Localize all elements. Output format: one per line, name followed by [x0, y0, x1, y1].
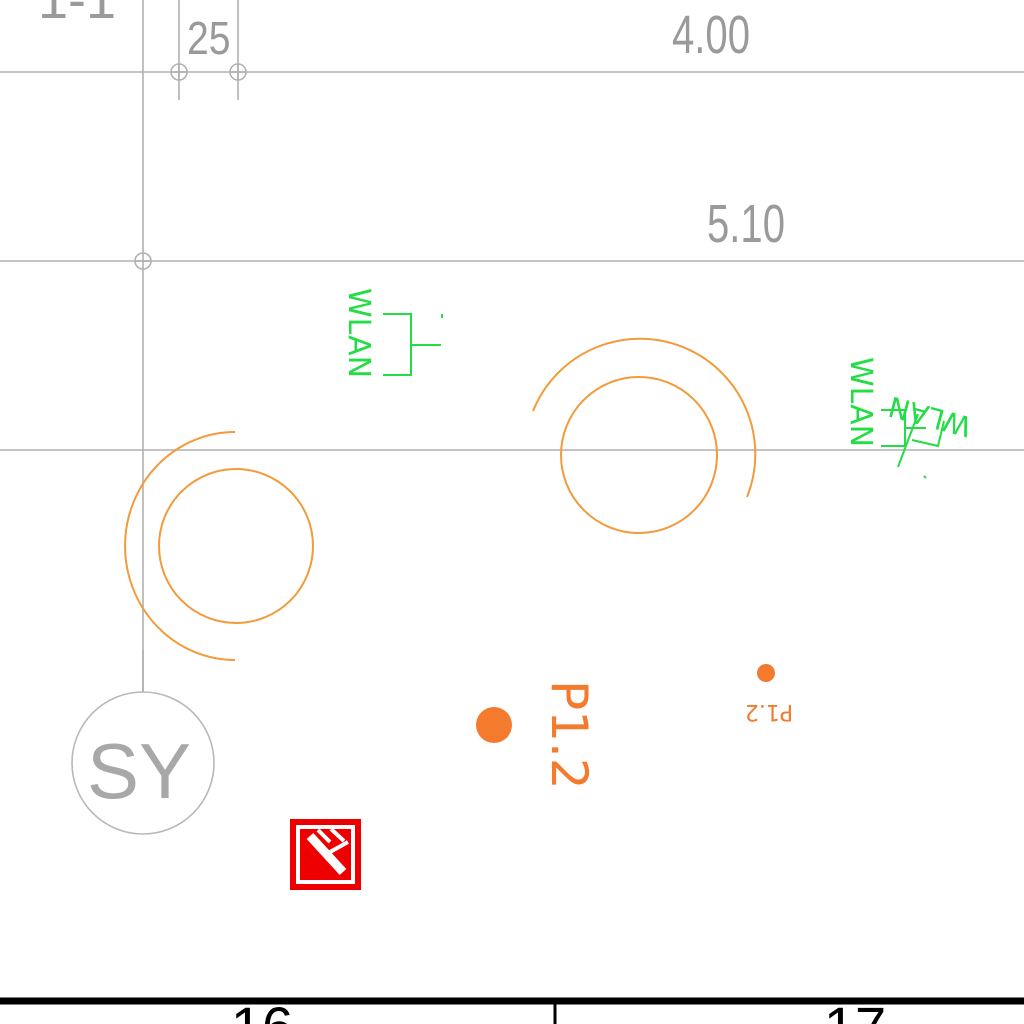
wlan-rotated-label: WLAN	[885, 389, 975, 443]
light-point-large: P1.2	[476, 680, 598, 790]
light-point-dot	[757, 664, 775, 682]
dimension-labels: 1-1 25 4.00 5.10	[38, 0, 785, 254]
dimension-label-top: 4.00	[672, 5, 750, 65]
wlan-access-point-right: WLAN WLAN	[843, 357, 975, 479]
wlan-access-point-left: WLAN	[341, 288, 443, 378]
wlan-label: WLAN	[843, 357, 878, 447]
sheet-frame: 16 17	[0, 995, 1024, 1024]
small-dimension-label: 25	[187, 13, 230, 65]
sheet-column-number-right: 17	[824, 995, 886, 1024]
wlan-label: WLAN	[341, 288, 376, 378]
light-fixture-outer-arc	[124, 431, 236, 661]
top-left-label: 1-1	[38, 0, 116, 30]
ceiling-light-center	[532, 337, 757, 534]
grid-axis-label: SY	[87, 727, 191, 815]
intersection-marker	[170, 63, 188, 81]
intersection-marker	[134, 252, 152, 270]
light-point-label: P1.2	[540, 680, 598, 790]
wlan-antenna-icon	[881, 409, 926, 447]
light-point-small: P1.2	[745, 664, 793, 724]
light-fixture-outer-arc	[532, 337, 757, 498]
ceiling-light-left	[124, 431, 314, 661]
sheet-column-number-left: 16	[231, 995, 293, 1024]
intersection-marker	[229, 63, 247, 81]
grid-lines	[0, 0, 1024, 692]
light-point-label: P1.2	[745, 699, 793, 724]
grid-axis-marker: SY	[71, 650, 215, 835]
grid-intersection-markers	[134, 63, 247, 270]
fire-extinguisher-icon	[290, 819, 361, 890]
light-point-dot	[476, 707, 512, 743]
grid-axis-circle	[71, 691, 215, 835]
dimension-label-middle: 5.10	[707, 194, 785, 254]
wlan-antenna-icon	[383, 313, 441, 376]
wlan-antenna-icon-rotated	[897, 413, 945, 468]
light-fixture-inner-circle	[158, 468, 314, 624]
light-fixture-inner-circle	[560, 376, 718, 534]
